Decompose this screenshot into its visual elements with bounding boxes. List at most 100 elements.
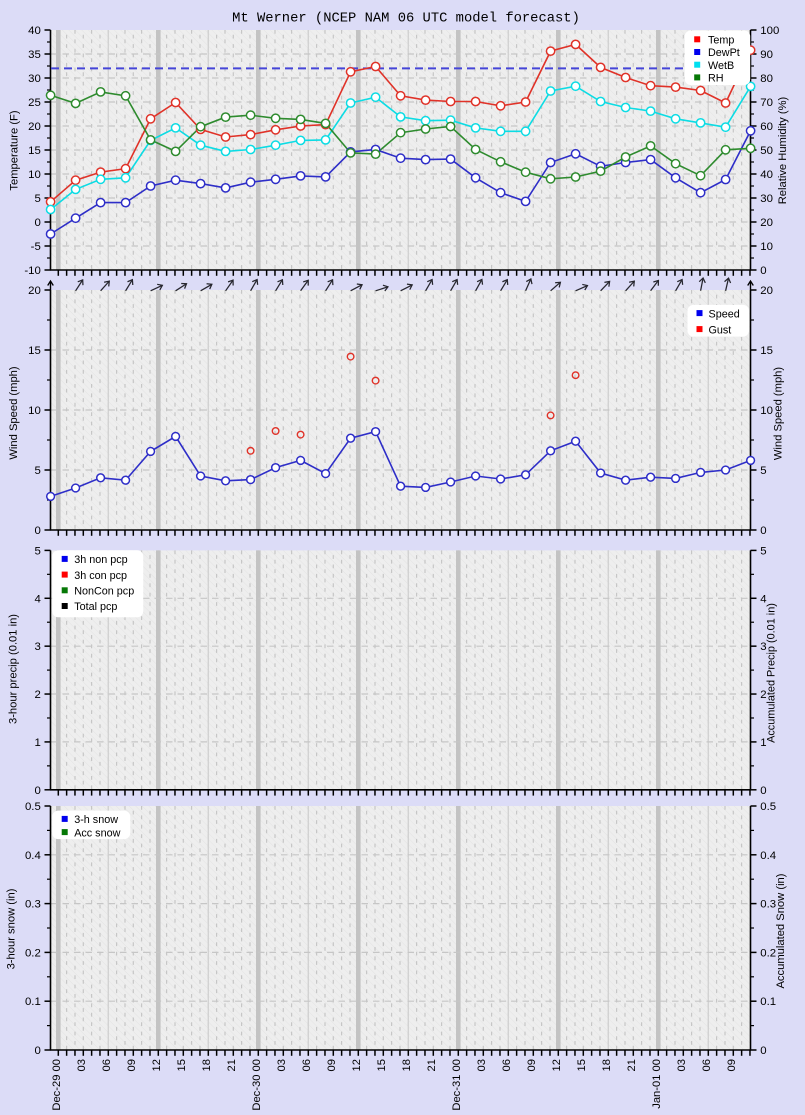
- svg-text:2: 2: [760, 689, 766, 701]
- svg-text:80: 80: [760, 73, 773, 85]
- svg-text:Mt Werner (NCEP NAM 06 UTC mod: Mt Werner (NCEP NAM 06 UTC model forecas…: [232, 11, 580, 27]
- svg-text:Speed: Speed: [709, 308, 740, 320]
- svg-text:0: 0: [760, 525, 766, 537]
- svg-text:0: 0: [34, 785, 40, 797]
- svg-text:3-hour precip (0.01 in): 3-hour precip (0.01 in): [8, 614, 20, 724]
- svg-text:12: 12: [151, 1059, 163, 1071]
- svg-text:0.3: 0.3: [25, 899, 41, 911]
- svg-text:4: 4: [760, 593, 766, 605]
- svg-text:Accumulated Precip (0.01 in): Accumulated Precip (0.01 in): [766, 603, 778, 743]
- svg-text:20: 20: [28, 285, 41, 297]
- svg-text:5: 5: [34, 465, 40, 477]
- svg-text:5: 5: [34, 193, 40, 205]
- svg-text:09: 09: [326, 1059, 338, 1071]
- svg-text:0.3: 0.3: [760, 899, 776, 911]
- svg-text:15: 15: [176, 1059, 188, 1071]
- svg-text:Temperature (F): Temperature (F): [9, 110, 21, 190]
- svg-text:40: 40: [28, 25, 41, 37]
- svg-text:15: 15: [28, 345, 41, 357]
- svg-text:Dec-30 00: Dec-30 00: [251, 1059, 263, 1111]
- svg-text:03: 03: [476, 1059, 488, 1071]
- svg-text:1: 1: [34, 737, 40, 749]
- svg-text:3: 3: [34, 641, 40, 653]
- svg-text:0.4: 0.4: [25, 850, 41, 862]
- svg-text:21: 21: [626, 1059, 638, 1071]
- svg-text:Relative Humidity (%): Relative Humidity (%): [777, 96, 789, 204]
- svg-text:25: 25: [28, 97, 41, 109]
- svg-text:10: 10: [760, 241, 773, 253]
- svg-text:06: 06: [701, 1059, 713, 1071]
- svg-text:90: 90: [760, 49, 773, 61]
- svg-text:03: 03: [276, 1059, 288, 1071]
- svg-text:0: 0: [760, 785, 766, 797]
- svg-text:5: 5: [760, 545, 766, 557]
- svg-text:06: 06: [501, 1059, 513, 1071]
- svg-text:12: 12: [351, 1059, 363, 1071]
- svg-text:15: 15: [376, 1059, 388, 1071]
- svg-text:3h con pcp: 3h con pcp: [74, 570, 127, 582]
- svg-text:20: 20: [28, 121, 41, 133]
- svg-text:40: 40: [760, 169, 773, 181]
- svg-text:Dec-29 00: Dec-29 00: [51, 1059, 63, 1111]
- svg-text:0.5: 0.5: [760, 801, 776, 813]
- svg-text:-5: -5: [31, 241, 41, 253]
- svg-text:15: 15: [576, 1059, 588, 1071]
- svg-text:35: 35: [28, 49, 41, 61]
- svg-text:Accumulated Snow (in): Accumulated Snow (in): [775, 873, 787, 988]
- svg-text:4: 4: [34, 593, 40, 605]
- svg-text:0: 0: [760, 1045, 766, 1057]
- svg-text:0: 0: [760, 265, 766, 277]
- svg-text:10: 10: [760, 405, 773, 417]
- svg-text:21: 21: [226, 1059, 238, 1071]
- svg-text:15: 15: [760, 345, 773, 357]
- svg-text:0.2: 0.2: [760, 947, 776, 959]
- svg-text:Acc snow: Acc snow: [74, 827, 120, 839]
- svg-text:0: 0: [34, 1045, 40, 1057]
- svg-text:Dec-31 00: Dec-31 00: [451, 1059, 463, 1111]
- svg-text:Total pcp: Total pcp: [74, 601, 117, 613]
- svg-text:Wind Speed (mph): Wind Speed (mph): [8, 366, 20, 460]
- svg-text:NonCon pcp: NonCon pcp: [74, 586, 134, 598]
- svg-text:0: 0: [34, 525, 40, 537]
- svg-text:3-h snow: 3-h snow: [74, 814, 118, 826]
- svg-text:5: 5: [760, 465, 766, 477]
- svg-text:09: 09: [726, 1059, 738, 1071]
- svg-text:30: 30: [760, 193, 773, 205]
- svg-text:70: 70: [760, 97, 773, 109]
- svg-text:5: 5: [34, 545, 40, 557]
- svg-text:09: 09: [526, 1059, 538, 1071]
- svg-text:DewPt: DewPt: [708, 47, 740, 59]
- svg-text:0.5: 0.5: [25, 801, 41, 813]
- svg-text:15: 15: [28, 145, 41, 157]
- svg-text:RH: RH: [708, 73, 724, 85]
- svg-text:30: 30: [28, 73, 41, 85]
- svg-text:06: 06: [301, 1059, 313, 1071]
- svg-text:3-hour snow (in): 3-hour snow (in): [6, 888, 18, 969]
- svg-text:2: 2: [34, 689, 40, 701]
- svg-text:03: 03: [76, 1059, 88, 1071]
- svg-text:Temp: Temp: [708, 35, 734, 47]
- svg-text:0.1: 0.1: [25, 996, 41, 1008]
- svg-text:10: 10: [28, 405, 41, 417]
- svg-text:-10: -10: [24, 265, 40, 277]
- svg-text:0.4: 0.4: [760, 850, 776, 862]
- svg-text:100: 100: [760, 25, 779, 37]
- svg-text:0: 0: [34, 217, 40, 229]
- svg-text:Gust: Gust: [709, 324, 732, 336]
- svg-text:20: 20: [760, 285, 773, 297]
- svg-text:0.2: 0.2: [25, 947, 41, 959]
- svg-text:3h non pcp: 3h non pcp: [74, 554, 127, 566]
- svg-text:10: 10: [28, 169, 41, 181]
- svg-text:0.1: 0.1: [760, 996, 776, 1008]
- svg-text:Wind Speed (mph): Wind Speed (mph): [773, 367, 785, 461]
- svg-text:18: 18: [401, 1059, 413, 1071]
- svg-text:18: 18: [601, 1059, 613, 1071]
- svg-text:06: 06: [101, 1059, 113, 1071]
- svg-text:21: 21: [426, 1059, 438, 1071]
- svg-text:09: 09: [126, 1059, 138, 1071]
- svg-text:12: 12: [551, 1059, 563, 1071]
- svg-text:03: 03: [676, 1059, 688, 1071]
- svg-text:18: 18: [201, 1059, 213, 1071]
- svg-text:3: 3: [760, 641, 766, 653]
- svg-text:1: 1: [760, 737, 766, 749]
